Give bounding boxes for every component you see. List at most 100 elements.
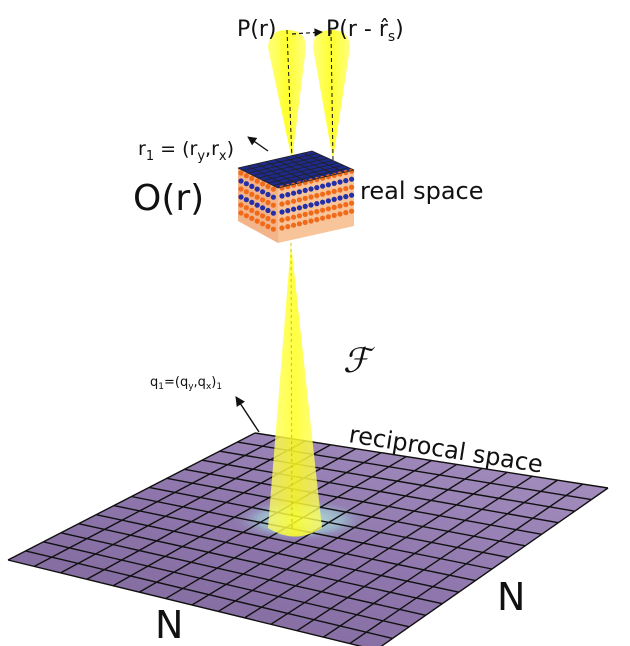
q1-sub2: 1 bbox=[216, 382, 222, 392]
atom-right-4-5 bbox=[308, 210, 314, 216]
atom-right-5-4 bbox=[302, 219, 308, 225]
atom-right-4-1 bbox=[285, 216, 291, 222]
atom-left-3-1 bbox=[243, 197, 249, 203]
probe-shifted-sub: s bbox=[388, 29, 395, 45]
atom-left-4-0 bbox=[238, 202, 244, 208]
atom-right-4-10 bbox=[337, 203, 343, 209]
atom-left-0-0 bbox=[238, 170, 244, 176]
atom-right-5-6 bbox=[314, 217, 320, 223]
atom-right-5-12 bbox=[349, 208, 355, 214]
probe-shifted-suffix: ) bbox=[395, 17, 404, 42]
crystal-grid-line-b-6 bbox=[267, 164, 344, 184]
atom-right-1-1 bbox=[285, 192, 291, 198]
atom-right-2-4 bbox=[302, 195, 308, 201]
atom-right-4-3 bbox=[296, 213, 302, 219]
q1-mid: =(q bbox=[164, 375, 188, 390]
atom-right-4-6 bbox=[314, 209, 320, 215]
atom-right-3-4 bbox=[302, 203, 308, 209]
atom-right-3-10 bbox=[337, 195, 343, 201]
atom-left-4-3 bbox=[254, 210, 260, 216]
atom-right-3-12 bbox=[349, 192, 355, 198]
atom-left-5-6 bbox=[270, 226, 276, 232]
atom-left-1-0 bbox=[238, 178, 244, 184]
grid-line-ad-8 bbox=[113, 504, 476, 582]
atom-right-2-7 bbox=[320, 191, 326, 197]
r1-prefix: r bbox=[138, 138, 146, 160]
grid-line-ad-11 bbox=[60, 532, 426, 616]
atom-right-2-5 bbox=[308, 194, 314, 200]
probe-shift-arrow bbox=[291, 28, 323, 37]
atom-right-1-3 bbox=[296, 189, 302, 195]
atom-right-5-2 bbox=[291, 222, 297, 228]
grid-line-ad-10 bbox=[78, 523, 443, 605]
grid-line-ab-13 bbox=[349, 483, 584, 645]
n-right-label: N bbox=[497, 575, 525, 619]
object-crystal bbox=[237, 150, 355, 243]
atom-right-3-9 bbox=[331, 196, 337, 202]
grid-line-ad-12 bbox=[43, 541, 410, 628]
probe-shifted-rhat: r̂ bbox=[379, 17, 389, 42]
atom-left-4-4 bbox=[260, 213, 266, 219]
grid-line-ad-9 bbox=[96, 513, 460, 593]
atom-right-3-7 bbox=[320, 199, 326, 205]
atom-right-5-0 bbox=[279, 225, 285, 231]
atom-left-1-1 bbox=[243, 181, 249, 187]
q1-sub: 1 bbox=[158, 382, 164, 392]
atom-left-4-6 bbox=[270, 218, 276, 224]
atom-left-0-2 bbox=[249, 175, 255, 181]
atom-right-2-9 bbox=[331, 188, 337, 194]
atom-left-2-6 bbox=[270, 202, 276, 208]
atom-left-3-3 bbox=[254, 202, 260, 208]
atom-right-3-1 bbox=[285, 208, 291, 214]
atom-right-5-8 bbox=[325, 214, 331, 220]
atom-left-2-1 bbox=[243, 189, 249, 195]
atom-left-4-1 bbox=[243, 205, 249, 211]
atom-left-1-2 bbox=[249, 183, 255, 189]
atom-left-1-3 bbox=[254, 186, 260, 192]
atom-left-3-4 bbox=[260, 205, 266, 211]
grid-line-ab-14 bbox=[380, 487, 609, 646]
n-left-label: N bbox=[155, 603, 183, 646]
atom-right-0-3 bbox=[296, 181, 302, 187]
fourier-label: ℱ bbox=[343, 341, 376, 381]
atom-right-2-1 bbox=[285, 200, 291, 206]
grid-line-ab-12 bbox=[323, 479, 558, 638]
crystal-grid-line-a-6 bbox=[293, 154, 336, 175]
atom-right-5-9 bbox=[331, 212, 337, 218]
atom-left-2-0 bbox=[238, 186, 244, 192]
atom-left-5-4 bbox=[260, 221, 266, 227]
r1-close: ) bbox=[227, 138, 234, 160]
atom-right-1-6 bbox=[314, 185, 320, 191]
grid-line-ad-13 bbox=[25, 550, 393, 640]
q1-comma: ,q bbox=[194, 375, 206, 390]
q1-prefix: q bbox=[150, 375, 158, 390]
atom-left-5-1 bbox=[243, 213, 249, 219]
atom-right-3-2 bbox=[291, 206, 297, 212]
probe-beams bbox=[268, 29, 350, 161]
r1-arrow bbox=[247, 136, 269, 152]
atom-right-2-8 bbox=[325, 190, 331, 196]
crystal-grid-line-b-5 bbox=[262, 162, 339, 181]
atom-right-2-11 bbox=[343, 186, 349, 192]
crystal-grid-line-a-8 bbox=[311, 150, 355, 171]
fourier-beam bbox=[268, 242, 322, 537]
atom-right-5-10 bbox=[337, 211, 343, 217]
atom-right-3-11 bbox=[343, 194, 349, 200]
atom-left-2-5 bbox=[265, 199, 271, 206]
r1-sub: 1 bbox=[146, 149, 154, 164]
atom-right-1-7 bbox=[320, 183, 326, 189]
atom-right-5-3 bbox=[296, 221, 302, 227]
atom-left-1-5 bbox=[265, 191, 271, 198]
atom-right-4-12 bbox=[349, 200, 355, 206]
atom-right-1-10 bbox=[337, 179, 343, 185]
atom-right-4-2 bbox=[291, 214, 297, 220]
crystal-grid-line-a-5 bbox=[284, 157, 326, 178]
atom-right-5-1 bbox=[285, 224, 291, 230]
probe-cone bbox=[268, 30, 306, 160]
atom-left-4-2 bbox=[249, 207, 255, 213]
probe-label: P(r) bbox=[237, 17, 276, 42]
grid-line-ad-14 bbox=[7, 559, 363, 646]
atom-right-2-0 bbox=[279, 201, 285, 207]
crystal-grid-line-b-8 bbox=[277, 169, 355, 189]
